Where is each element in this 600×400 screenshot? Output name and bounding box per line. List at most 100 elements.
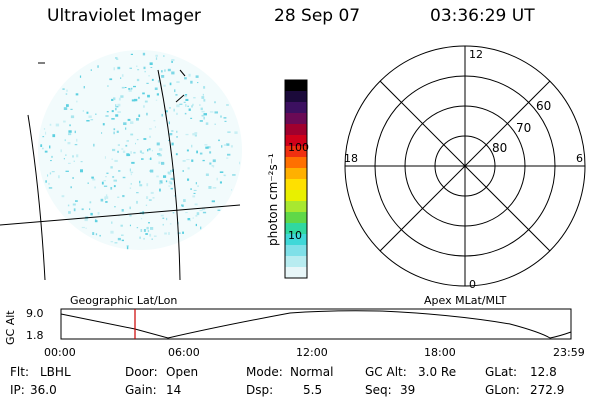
uv-speckle: [94, 220, 98, 223]
uv-speckle: [80, 161, 83, 163]
uv-speckle: [139, 150, 142, 153]
uv-speckle: [171, 130, 174, 132]
colorbar-swatch: [285, 124, 307, 136]
uv-speckle: [196, 212, 200, 216]
uv-speckle: [151, 238, 153, 240]
uv-speckle: [94, 186, 96, 189]
uv-speckle: [49, 172, 52, 175]
altitude-plot-frame: [60, 308, 572, 340]
uv-speckle: [159, 182, 161, 185]
uv-speckle: [116, 106, 119, 108]
uv-speckle: [170, 182, 173, 185]
uv-speckle: [153, 120, 156, 122]
uv-speckle: [107, 85, 109, 87]
uv-speckle: [161, 161, 165, 165]
uv-speckle: [203, 99, 206, 102]
uv-speckle: [130, 183, 132, 185]
altitude-y-min: 1.8: [26, 329, 44, 342]
uv-speckle: [157, 153, 161, 155]
uv-speckle: [136, 139, 139, 141]
uv-speckle: [200, 226, 202, 230]
uv-speckle: [129, 154, 131, 156]
uv-speckle: [197, 185, 199, 187]
uv-speckle: [162, 217, 165, 219]
tick-mark: [175, 94, 185, 103]
uv-speckle: [209, 111, 214, 113]
polar-mlt-plot: 12 18 6 0 60 70 80: [344, 45, 586, 291]
uv-speckle: [112, 176, 115, 178]
uv-speckle: [216, 177, 218, 181]
uv-speckle: [137, 69, 140, 71]
earth-disk-image: [38, 50, 242, 250]
uv-speckle: [86, 111, 89, 114]
uv-speckle: [184, 112, 187, 115]
uv-speckle: [103, 180, 106, 182]
colorbar: photon cm⁻²s⁻¹: [266, 79, 308, 279]
uv-speckle: [68, 211, 71, 214]
uv-speckle: [170, 169, 172, 173]
uv-speckle: [182, 170, 184, 172]
uv-speckle: [114, 242, 118, 244]
uv-speckle: [204, 144, 208, 146]
uv-speckle: [109, 78, 113, 81]
uv-speckle: [220, 115, 222, 118]
uv-speckle: [130, 53, 133, 55]
uv-speckle: [55, 123, 60, 127]
uv-speckle: [159, 180, 163, 183]
uv-speckle: [117, 196, 120, 198]
uv-speckle: [175, 153, 178, 156]
uv-speckle: [168, 185, 171, 187]
uv-speckle: [149, 128, 152, 130]
uv-speckle: [182, 160, 186, 162]
uv-speckle: [200, 107, 203, 111]
uv-speckle: [201, 114, 205, 117]
uv-speckle: [117, 66, 121, 70]
uv-speckle: [187, 105, 189, 107]
uv-speckle: [193, 192, 196, 194]
uv-speckle: [129, 187, 132, 189]
uv-speckle: [226, 157, 229, 159]
uv-speckle: [146, 82, 149, 84]
uv-speckle: [113, 128, 116, 131]
uv-speckle: [84, 218, 88, 222]
uv-speckle: [64, 139, 66, 142]
uv-speckle: [66, 104, 69, 107]
door-value: Open: [166, 365, 199, 379]
uv-speckle: [168, 139, 170, 141]
uv-speckle: [129, 67, 132, 69]
uv-speckle: [136, 227, 139, 229]
uv-speckle: [177, 232, 181, 234]
uv-speckle: [117, 111, 121, 113]
uv-speckle: [134, 98, 138, 102]
uv-speckle: [191, 105, 193, 108]
uv-speckle: [128, 89, 132, 92]
uv-speckle: [149, 170, 153, 172]
uv-speckle: [207, 146, 211, 149]
colorbar-swatch: [285, 245, 307, 257]
uv-speckle: [183, 101, 186, 103]
uv-speckle: [112, 148, 116, 152]
dsp-value: 5.5: [303, 383, 323, 397]
uv-speckle: [164, 232, 167, 235]
uv-speckle: [191, 159, 194, 162]
uv-speckle: [143, 229, 146, 232]
seq-value: 39: [400, 383, 416, 397]
colorbar-swatch: [285, 234, 307, 246]
colorbar-swatches: [285, 80, 307, 279]
uv-speckle: [130, 151, 132, 154]
uv-speckle: [146, 196, 149, 199]
uv-speckle: [192, 195, 196, 198]
uv-speckle: [67, 204, 70, 207]
uv-speckle: [143, 105, 145, 108]
uv-speckle: [142, 52, 146, 56]
uv-speckle: [171, 71, 175, 75]
uv-speckle: [118, 215, 120, 217]
uv-speckle: [97, 212, 100, 215]
uv-speckle: [227, 131, 231, 133]
uv-speckle: [121, 86, 125, 89]
uv-speckle: [173, 108, 175, 112]
uv-speckle: [184, 77, 187, 80]
uv-speckle: [86, 120, 90, 122]
glon-label: GLon:: [485, 383, 520, 397]
uv-speckle: [131, 161, 135, 164]
